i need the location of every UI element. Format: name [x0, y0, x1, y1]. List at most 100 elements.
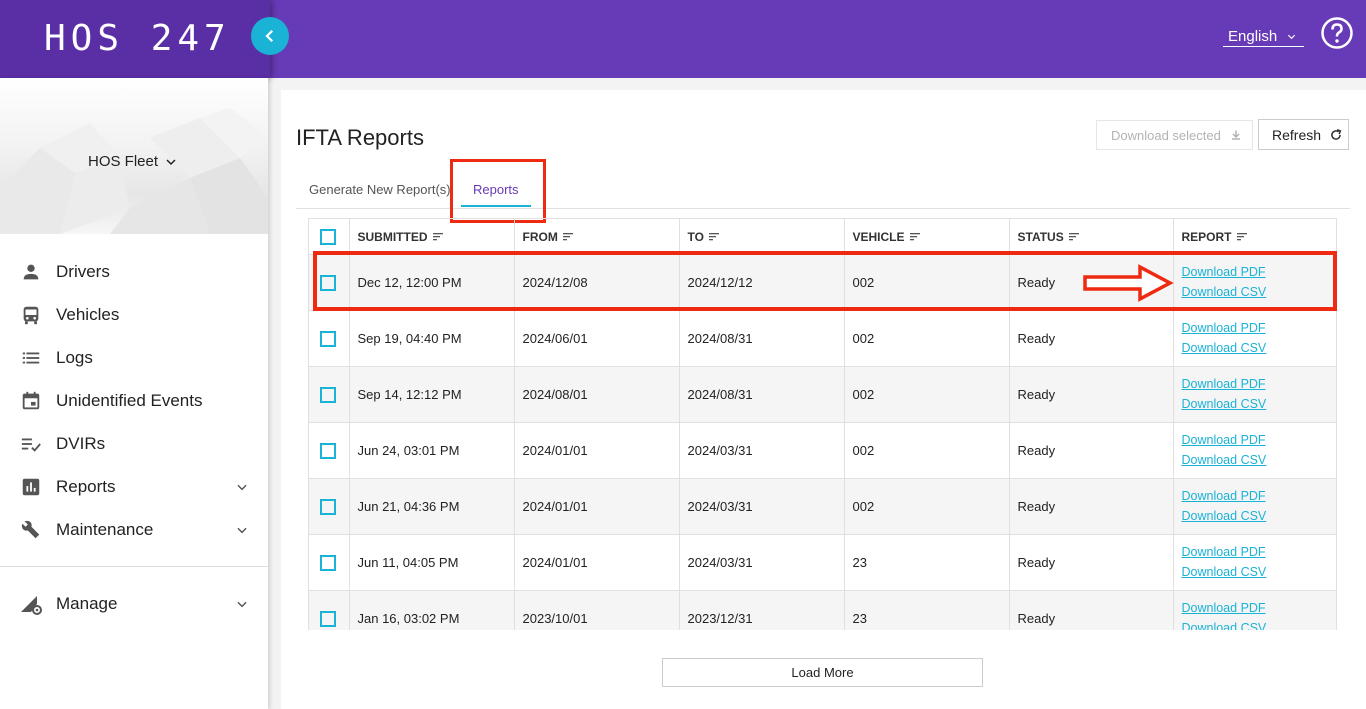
column-header-status[interactable]: STATUS [1009, 218, 1174, 255]
sidebar-item-maintenance[interactable]: Maintenance [0, 510, 268, 550]
highlight-box-first-row [313, 251, 1337, 311]
download-pdf-link[interactable]: Download PDF [1181, 545, 1266, 559]
sidebar-divider [0, 566, 268, 567]
chevron-down-icon [1288, 34, 1296, 39]
download-pdf-link[interactable]: Download PDF [1181, 265, 1266, 279]
cell-status: Ready [1009, 478, 1174, 535]
row-checkbox[interactable] [320, 274, 336, 291]
table-row: Sep 19, 04:40 PM 2024/06/01 2024/08/31 0… [309, 310, 1336, 367]
load-more-button[interactable]: Load More [662, 658, 983, 687]
cell-to: 2024/03/31 [679, 422, 845, 479]
cell-report: Download PDF Download CSV [1173, 590, 1336, 631]
chevron-left-icon [265, 29, 274, 43]
sort-icon [1236, 233, 1247, 241]
sidebar-item-dvirs[interactable]: DVIRs [0, 424, 268, 464]
cell-status: Ready [1009, 310, 1174, 367]
tab-generate-new-reports[interactable]: Generate New Report(s) [309, 182, 451, 197]
download-selected-button[interactable]: Download selected [1096, 120, 1253, 150]
cell-status: Ready [1009, 422, 1174, 479]
chevron-down-icon [237, 527, 247, 534]
download-pdf-link[interactable]: Download PDF [1181, 489, 1266, 503]
sidebar-item-manage[interactable]: Manage [0, 584, 268, 624]
download-csv-link[interactable]: Download CSV [1181, 284, 1267, 299]
table-row: Jun 21, 04:36 PM 2024/01/01 2024/03/31 0… [309, 478, 1336, 535]
fleet-banner-background [0, 108, 268, 234]
sidebar-item-label: Vehicles [56, 305, 120, 324]
person-icon [19, 260, 43, 284]
cell-report: Download PDF Download CSV [1173, 366, 1336, 423]
sidebar-item-logs[interactable]: Logs [0, 338, 268, 378]
cell-submitted: Jun 21, 04:36 PM [349, 478, 515, 535]
cell-to: 2024/08/31 [679, 310, 845, 367]
bar-chart-icon [19, 475, 43, 499]
app-logo[interactable]: HOS 247 [44, 18, 231, 59]
arrow-right-icon [1083, 264, 1174, 302]
sidebar-item-label: Logs [56, 348, 93, 367]
column-header-submitted[interactable]: SUBMITTED [349, 218, 515, 255]
cell-from: 2024/12/08 [514, 254, 680, 311]
column-header-from[interactable]: FROM [514, 218, 680, 255]
refresh-icon [1331, 128, 1342, 140]
cell-to: 2024/03/31 [679, 534, 845, 591]
cell-vehicle: 23 [844, 590, 1010, 630]
column-header-report[interactable]: REPORT [1173, 218, 1336, 255]
cell-from: 2024/06/01 [514, 310, 680, 367]
cell-report: Download PDF Download CSV [1173, 478, 1336, 535]
table-row: Dec 12, 12:00 PM 2024/12/08 2024/12/12 0… [309, 254, 1336, 311]
top-app-bar: HOS 247 English [0, 0, 1366, 78]
row-checkbox[interactable] [320, 554, 336, 571]
download-pdf-link[interactable]: Download PDF [1181, 601, 1266, 615]
download-csv-link[interactable]: Download CSV [1181, 452, 1267, 467]
checklist-icon [19, 432, 43, 456]
fleet-name: HOS Fleet [88, 153, 159, 170]
column-header-to[interactable]: TO [679, 218, 845, 255]
cell-to: 2024/12/12 [679, 254, 845, 311]
tab-reports[interactable]: Reports [473, 182, 519, 197]
sidebar: HOS Fleet Drivers Vehicles Logs Unidenti… [0, 78, 268, 709]
sidebar-item-vehicles[interactable]: Vehicles [0, 295, 268, 335]
tabs-divider [296, 208, 1350, 209]
cell-status: Ready [1009, 534, 1174, 591]
main-card: IFTA Reports Download selected Refresh G… [281, 90, 1366, 709]
sidebar-item-drivers[interactable]: Drivers [0, 252, 268, 292]
sort-icon [909, 233, 920, 241]
cell-report: Download PDF Download CSV [1173, 254, 1336, 311]
reports-table: SUBMITTED FROM TO VEHICLE STATUS REPORT … [309, 218, 1336, 631]
chevron-down-icon [166, 158, 176, 165]
select-all-checkbox[interactable] [320, 228, 336, 245]
cell-status: Ready [1009, 590, 1174, 630]
page-title: IFTA Reports [296, 125, 424, 150]
download-pdf-link[interactable]: Download PDF [1181, 377, 1266, 391]
download-pdf-link[interactable]: Download PDF [1181, 321, 1266, 335]
download-csv-link[interactable]: Download CSV [1181, 340, 1267, 355]
download-csv-link[interactable]: Download CSV [1181, 620, 1267, 631]
row-checkbox[interactable] [320, 330, 336, 347]
table-row: Jun 24, 03:01 PM 2024/01/01 2024/03/31 0… [309, 422, 1336, 479]
cell-report: Download PDF Download CSV [1173, 310, 1336, 367]
column-header-vehicle[interactable]: VEHICLE [844, 218, 1010, 255]
sidebar-item-reports[interactable]: Reports [0, 467, 268, 507]
cell-submitted: Jun 24, 03:01 PM [349, 422, 515, 479]
refresh-button[interactable]: Refresh [1258, 119, 1349, 150]
cell-from: 2023/10/01 [514, 590, 680, 630]
reports-table-container[interactable]: SUBMITTED FROM TO VEHICLE STATUS REPORT … [308, 218, 1337, 630]
sidebar-item-unidentified-events[interactable]: Unidentified Events [0, 381, 268, 421]
table-header-row: SUBMITTED FROM TO VEHICLE STATUS REPORT [309, 218, 1336, 255]
download-csv-link[interactable]: Download CSV [1181, 564, 1267, 579]
row-checkbox[interactable] [320, 610, 336, 627]
row-checkbox[interactable] [320, 442, 336, 459]
download-csv-link[interactable]: Download CSV [1181, 396, 1267, 411]
language-select[interactable]: English [1223, 26, 1304, 47]
row-checkbox[interactable] [320, 386, 336, 403]
download-pdf-link[interactable]: Download PDF [1181, 433, 1266, 447]
row-checkbox[interactable] [320, 498, 336, 515]
highlight-box-reports-tab [450, 159, 546, 223]
cell-from: 2024/01/01 [514, 478, 680, 535]
refresh-label: Refresh [1272, 126, 1322, 143]
manage-settings-icon [19, 592, 43, 616]
download-csv-link[interactable]: Download CSV [1181, 508, 1267, 523]
help-icon[interactable] [1320, 16, 1354, 50]
collapse-sidebar-button[interactable] [251, 17, 289, 55]
cell-vehicle: 002 [844, 310, 1010, 367]
fleet-selector[interactable]: HOS Fleet [88, 153, 177, 170]
